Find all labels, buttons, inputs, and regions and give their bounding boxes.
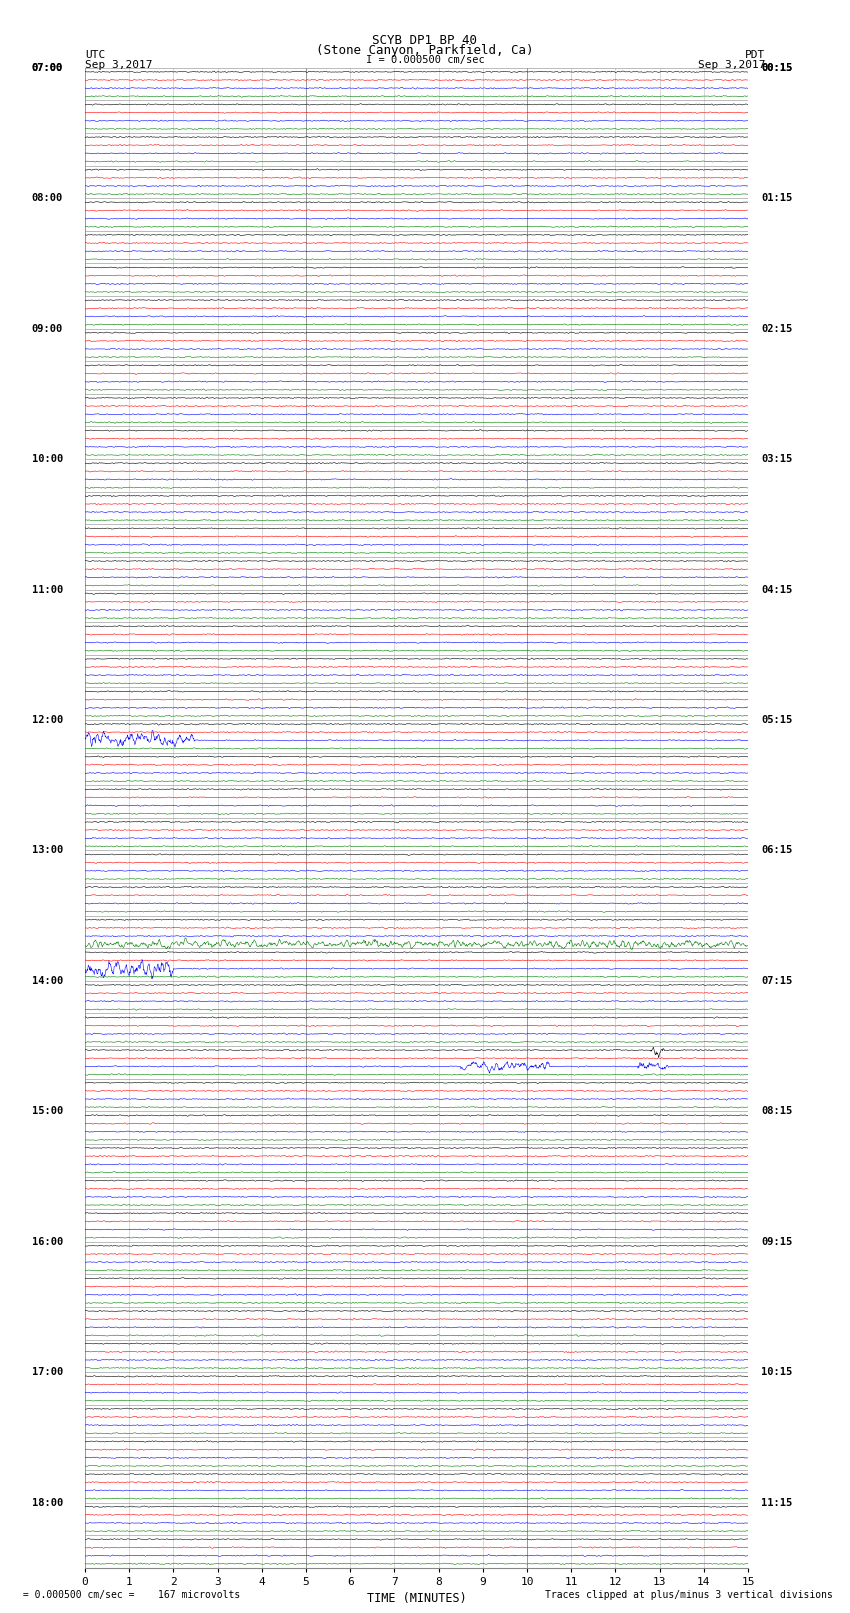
Text: 18:00: 18:00: [31, 1497, 63, 1508]
Text: 13:00: 13:00: [31, 845, 63, 855]
Text: 00:15: 00:15: [762, 63, 792, 73]
Text: I = 0.000500 cm/sec: I = 0.000500 cm/sec: [366, 55, 484, 65]
Text: Traces clipped at plus/minus 3 vertical divisions: Traces clipped at plus/minus 3 vertical …: [545, 1590, 833, 1600]
Text: 17:00: 17:00: [31, 1368, 63, 1378]
Text: 00:15: 00:15: [762, 63, 792, 73]
Text: 08:00: 08:00: [31, 194, 63, 203]
Text: PDT: PDT: [745, 50, 765, 60]
Text: = 0.000500 cm/sec =    167 microvolts: = 0.000500 cm/sec = 167 microvolts: [17, 1590, 241, 1600]
Text: 09:00: 09:00: [31, 324, 63, 334]
Text: 11:15: 11:15: [762, 1497, 792, 1508]
Text: Sep 3,2017: Sep 3,2017: [85, 60, 152, 69]
Text: 07:15: 07:15: [762, 976, 792, 986]
Text: Sep 3,2017: Sep 3,2017: [698, 60, 765, 69]
Text: 16:00: 16:00: [31, 1237, 63, 1247]
Text: 10:00: 10:00: [31, 455, 63, 465]
X-axis label: TIME (MINUTES): TIME (MINUTES): [366, 1592, 467, 1605]
Text: UTC: UTC: [85, 50, 105, 60]
Text: 10:15: 10:15: [762, 1368, 792, 1378]
Text: 05:15: 05:15: [762, 715, 792, 724]
Text: 04:15: 04:15: [762, 584, 792, 595]
Text: 06:15: 06:15: [762, 845, 792, 855]
Text: (Stone Canyon, Parkfield, Ca): (Stone Canyon, Parkfield, Ca): [316, 44, 534, 56]
Text: 09:15: 09:15: [762, 1237, 792, 1247]
Text: 07:00: 07:00: [31, 63, 63, 73]
Text: 07:00: 07:00: [31, 63, 63, 73]
Text: 08:15: 08:15: [762, 1107, 792, 1116]
Text: 14:00: 14:00: [31, 976, 63, 986]
Text: 01:15: 01:15: [762, 194, 792, 203]
Text: SCYB DP1 BP 40: SCYB DP1 BP 40: [372, 34, 478, 47]
Text: 12:00: 12:00: [31, 715, 63, 724]
Text: 02:15: 02:15: [762, 324, 792, 334]
Text: 11:00: 11:00: [31, 584, 63, 595]
Text: 15:00: 15:00: [31, 1107, 63, 1116]
Text: 03:15: 03:15: [762, 455, 792, 465]
